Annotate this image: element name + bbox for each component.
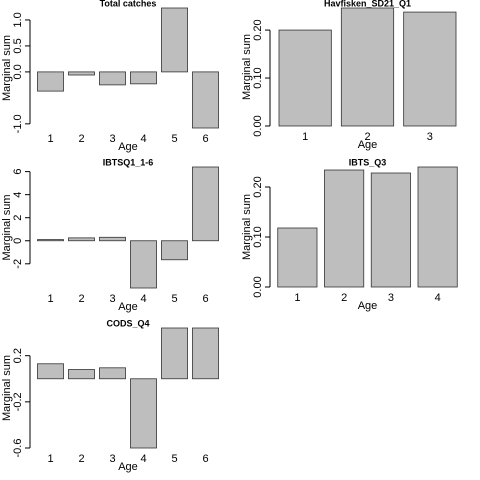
x-tick-label: 1 <box>47 293 53 305</box>
x-tick-label: 1 <box>294 292 300 304</box>
bar <box>99 71 126 86</box>
y-axis-title: Marginal sum <box>1 355 13 421</box>
bar <box>130 378 157 449</box>
x-tick-label: 3 <box>109 293 115 305</box>
bar <box>277 227 318 288</box>
y-tick-label: -1.0 <box>12 114 24 133</box>
bar <box>340 7 395 127</box>
bar <box>192 327 219 380</box>
x-axis-title: Age <box>118 301 138 313</box>
x-tick-label: 4 <box>140 453 146 465</box>
y-tick-label: 2 <box>12 215 24 221</box>
bar <box>37 239 64 242</box>
bar <box>130 71 157 85</box>
bar <box>68 237 95 242</box>
x-tick-label: 1 <box>47 453 53 465</box>
bar <box>161 240 188 261</box>
bar <box>370 172 411 288</box>
y-axis-title: Marginal sum <box>1 194 13 260</box>
bar <box>278 29 332 127</box>
bar <box>403 11 457 127</box>
x-tick-label: 3 <box>109 133 115 145</box>
x-tick-label: 5 <box>171 453 177 465</box>
y-axis-title: Marginal sum <box>241 194 253 260</box>
x-tick-label: 6 <box>202 293 208 305</box>
x-tick-label: 3 <box>388 292 394 304</box>
y-tick-label: 0.2 <box>12 348 24 363</box>
chart-title: CODS_Q4 <box>106 318 149 328</box>
x-axis-title: Age <box>118 141 138 153</box>
y-tick-label: -2 <box>12 259 24 269</box>
bar <box>130 240 157 289</box>
x-tick-label: 2 <box>78 453 84 465</box>
x-tick-label: 2 <box>341 292 347 304</box>
y-tick-label: 6 <box>12 169 24 175</box>
bar <box>99 367 126 380</box>
y-tick-label: 4 <box>12 192 24 198</box>
y-tick-label: 0.10 <box>252 67 264 88</box>
y-axis-title: Marginal sum <box>241 34 253 100</box>
bar <box>99 236 126 242</box>
bar <box>417 166 458 288</box>
y-axis-title: Marginal sum <box>1 35 13 101</box>
y-tick-label: 0.00 <box>252 115 264 136</box>
x-tick-label: 2 <box>78 293 84 305</box>
bar <box>37 363 64 380</box>
x-axis-title: Age <box>358 300 378 312</box>
x-tick-label: 4 <box>140 133 146 145</box>
chart-title: IBTSQ1_1-6 <box>103 157 154 167</box>
y-tick-label: 1.0 <box>12 12 24 27</box>
x-axis-title: Age <box>358 139 378 151</box>
bar <box>192 71 219 129</box>
x-tick-label: 2 <box>78 133 84 145</box>
x-tick-label: 3 <box>427 131 433 143</box>
y-tick-label: 0.5 <box>12 38 24 53</box>
x-tick-label: 5 <box>171 293 177 305</box>
bar <box>161 327 188 380</box>
chart-title: Havfisken_SD21_Q1 <box>324 0 411 8</box>
x-tick-label: 5 <box>171 133 177 145</box>
chart-title: Total catches <box>100 0 157 8</box>
x-axis-title: Age <box>118 461 138 473</box>
bar <box>68 71 95 76</box>
x-tick-label: 4 <box>435 292 441 304</box>
bar <box>68 369 95 380</box>
x-tick-label: 1 <box>302 131 308 143</box>
y-tick-label: 0 <box>12 238 24 244</box>
y-tick-label: 0.20 <box>252 176 264 197</box>
x-tick-label: 2 <box>364 131 370 143</box>
y-tick-label: -0.6 <box>12 439 24 458</box>
bar <box>37 71 64 92</box>
x-tick-label: 4 <box>140 293 146 305</box>
x-tick-label: 1 <box>47 133 53 145</box>
chart-title: IBTS_Q3 <box>349 157 387 167</box>
y-tick-label: 0.00 <box>252 276 264 297</box>
y-tick-label: -0.2 <box>12 392 24 411</box>
x-tick-label: 6 <box>202 133 208 145</box>
bar <box>161 7 188 73</box>
bar <box>324 169 365 288</box>
y-tick-label: 0.10 <box>252 226 264 247</box>
x-tick-label: 3 <box>109 453 115 465</box>
bar <box>192 166 219 242</box>
x-tick-label: 6 <box>202 453 208 465</box>
y-tick-label: 0.20 <box>252 19 264 40</box>
y-tick-label: 0.0 <box>12 64 24 79</box>
